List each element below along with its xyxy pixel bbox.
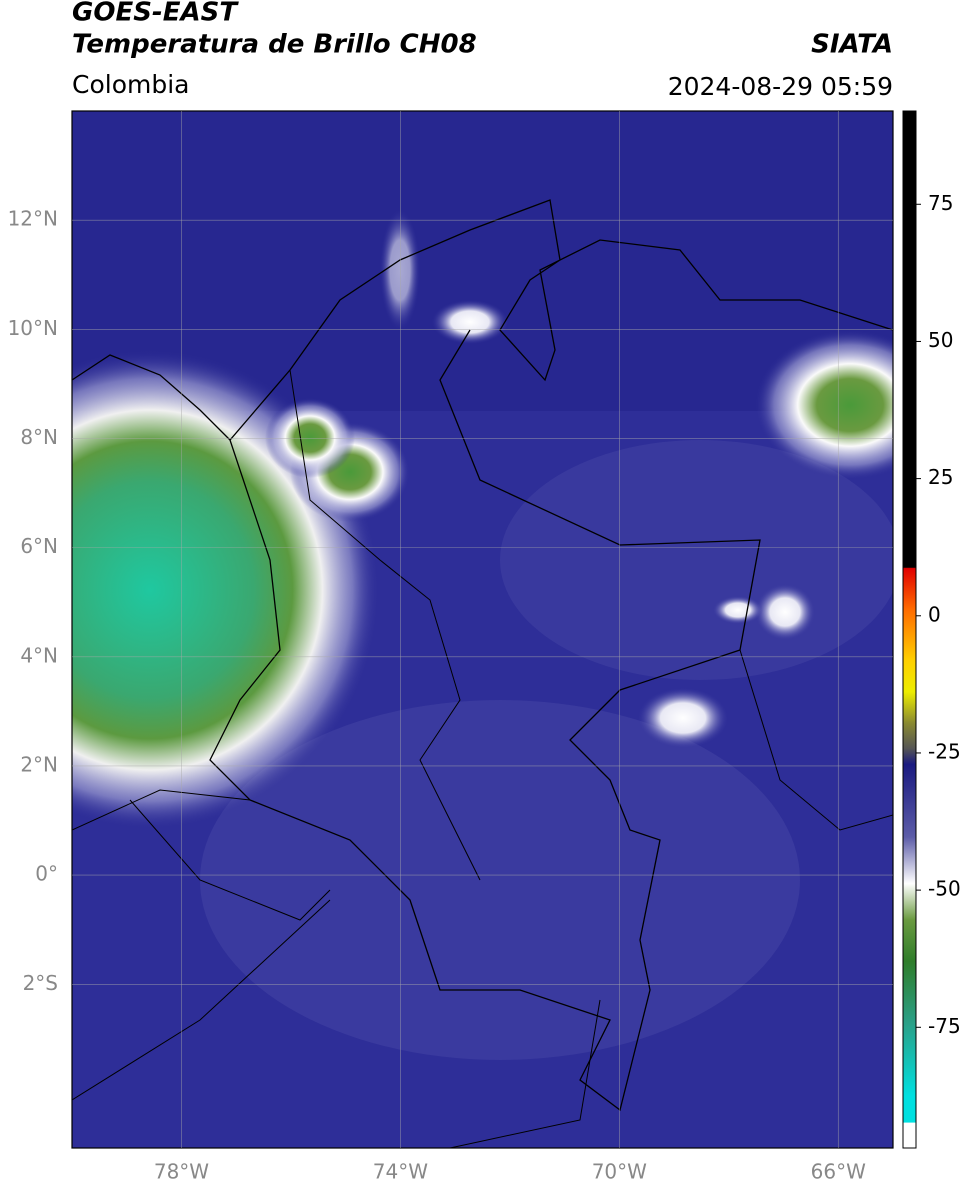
colorbar xyxy=(902,110,917,1149)
y-tick-label: 8°N xyxy=(20,425,58,449)
subtitle: Temperatura de Brillo CH08 xyxy=(72,30,477,60)
region: Colombia xyxy=(72,70,189,99)
y-tick-label: 12°N xyxy=(8,207,58,231)
colorbar-tick-label: 25 xyxy=(928,465,953,489)
y-tick-label: 6°N xyxy=(20,534,58,558)
x-tick-label: 66°W xyxy=(811,1160,866,1184)
y-tick-label: 10°N xyxy=(8,316,58,340)
colorbar-tick-label: -75 xyxy=(928,1014,961,1038)
x-tick-label: 74°W xyxy=(373,1160,428,1184)
source: SIATA xyxy=(811,30,893,60)
datetime: 2024-08-29 05:59 xyxy=(668,72,893,101)
map-frame xyxy=(71,110,894,1149)
colorbar-tick-label: 50 xyxy=(928,328,953,352)
y-tick-label: 2°N xyxy=(20,752,58,776)
colorbar-tick-label: -25 xyxy=(928,739,961,763)
title: GOES-EAST xyxy=(72,0,239,28)
colorbar-tick-label: 0 xyxy=(928,602,941,626)
colorbar-tick-label: 75 xyxy=(928,191,953,215)
y-tick-label: 2°S xyxy=(23,971,58,995)
y-tick-label: 0° xyxy=(35,862,58,886)
y-tick-label: 4°N xyxy=(20,643,58,667)
x-tick-label: 78°W xyxy=(154,1160,209,1184)
satellite-image xyxy=(72,111,893,1148)
colorbar-tick-label: -50 xyxy=(928,877,961,901)
x-tick-label: 70°W xyxy=(592,1160,647,1184)
